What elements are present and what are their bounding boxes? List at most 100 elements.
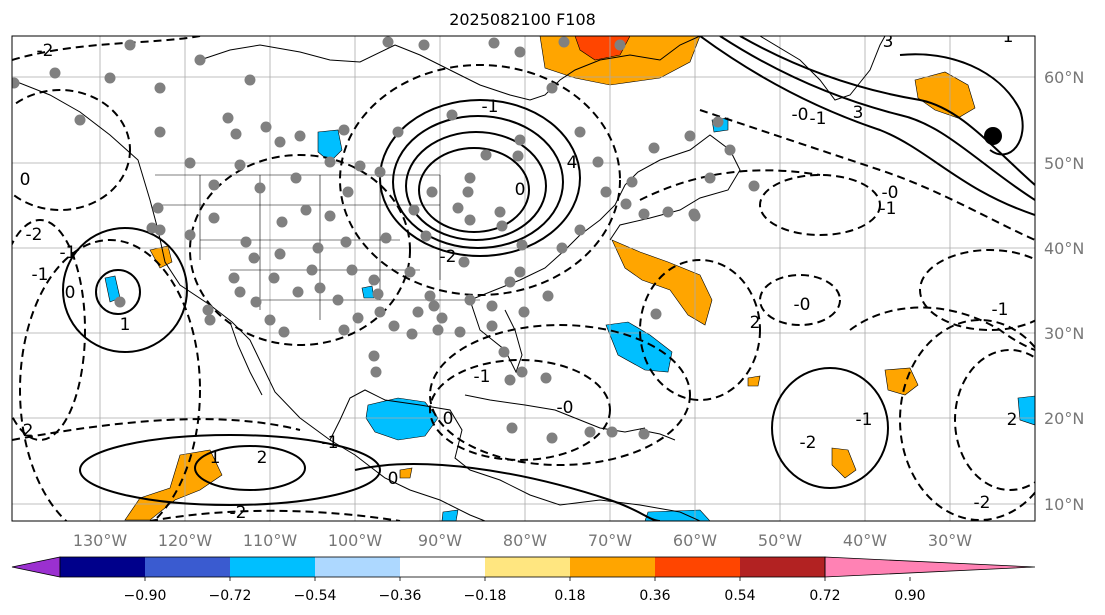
station-marker	[306, 264, 318, 276]
station-marker	[462, 186, 474, 198]
station-marker	[518, 306, 530, 318]
station-marker	[574, 126, 586, 138]
latitude-label: 60°N	[1044, 68, 1084, 87]
station-marker	[274, 248, 286, 260]
station-marker	[268, 272, 280, 284]
station-marker	[504, 374, 516, 386]
colorbar-segment	[740, 557, 825, 577]
station-marker	[638, 208, 650, 220]
station-marker	[464, 172, 476, 184]
station-marker	[748, 180, 760, 192]
station-marker	[512, 150, 524, 162]
station-marker	[452, 202, 464, 214]
station-marker	[204, 314, 216, 326]
station-marker	[432, 324, 444, 336]
station-marker	[540, 372, 552, 384]
station-marker	[486, 320, 498, 332]
station-marker	[250, 296, 262, 308]
contour-label: 2	[1007, 410, 1018, 430]
negative-contours	[12, 36, 1035, 521]
station-marker	[314, 282, 326, 294]
station-marker	[374, 166, 386, 178]
station-marker	[184, 229, 196, 241]
station-marker	[454, 326, 466, 338]
station-marker	[208, 179, 220, 191]
colorbar-segment	[400, 557, 485, 577]
contour-label: -1	[32, 265, 49, 285]
station-marker	[546, 82, 558, 94]
station-marker	[480, 149, 492, 161]
colorbar-tick-label: −0.54	[294, 588, 337, 604]
latitude-label: 20°N	[1044, 409, 1084, 428]
colorbar-segment	[570, 557, 655, 577]
negative-anomaly-region	[365, 397, 439, 441]
station-marker	[278, 326, 290, 338]
station-marker	[592, 156, 604, 168]
station-marker	[542, 290, 554, 302]
station-marker	[506, 422, 518, 434]
colorbar-ticks: −0.90 −0.72 −0.54 −0.36 −0.18 0.18 0.36 0.54 0.7…	[124, 577, 926, 604]
longitude-label: 110°W	[243, 531, 298, 550]
station-marker	[620, 198, 632, 210]
station-marker	[488, 37, 500, 49]
station-marker	[724, 144, 736, 156]
station-marker	[516, 366, 528, 378]
station-marker	[704, 172, 716, 184]
station-marker	[49, 67, 61, 79]
positive-anomaly-region	[399, 467, 413, 479]
station-marker	[202, 304, 214, 316]
contour-label: 2	[257, 448, 268, 468]
contour-label: 0	[65, 283, 76, 303]
station-marker	[496, 220, 508, 232]
longitude-label: 70°W	[588, 531, 632, 550]
negative-anomaly-region	[317, 129, 343, 163]
station-marker	[276, 216, 288, 228]
colorbar-tick-label: −0.36	[379, 588, 422, 604]
station-marker	[436, 312, 448, 324]
station-marker	[264, 314, 276, 326]
station-marker	[368, 350, 380, 362]
longitude-label: 90°W	[418, 531, 462, 550]
station-marker	[404, 266, 416, 278]
station-marker	[546, 432, 558, 444]
station-marker	[124, 39, 136, 51]
contour-label: -1	[880, 199, 897, 219]
station-marker	[338, 124, 350, 136]
contour-label: 1	[1003, 27, 1014, 47]
contour-label: -0	[794, 295, 811, 315]
anomaly-fills	[104, 36, 1035, 521]
positive-anomaly-region	[831, 447, 857, 479]
colorbar-tick-label: −0.90	[124, 588, 167, 604]
contour-label: 2	[750, 313, 761, 333]
station-marker	[332, 294, 344, 306]
contour-label: 0	[388, 469, 399, 489]
contour-label: -1	[322, 433, 339, 453]
latitude-label: 40°N	[1044, 239, 1084, 258]
latitude-labels: 60°N 50°N 40°N 30°N 20°N 10°N	[1044, 68, 1084, 514]
longitude-label: 50°W	[758, 531, 802, 550]
station-marker	[354, 160, 366, 172]
positive-anomaly-region	[884, 367, 919, 396]
colorbar-segment	[60, 557, 145, 577]
contour-label: 4	[567, 153, 578, 173]
colorbar-segment	[315, 557, 400, 577]
contour-label: 3	[853, 103, 864, 123]
colorbar-extend-low	[11, 556, 61, 578]
station-marker	[458, 256, 470, 268]
station-marker	[486, 300, 498, 312]
positive-anomaly-region	[124, 449, 223, 521]
station-marker	[712, 116, 724, 128]
station-marker	[614, 39, 626, 51]
station-marker	[446, 109, 458, 121]
station-marker	[516, 239, 528, 251]
station-marker	[12, 77, 20, 89]
station-marker	[114, 296, 126, 308]
station-marker	[228, 272, 240, 284]
contour-label: 0	[515, 180, 526, 200]
contour-label: 0	[20, 170, 31, 190]
contour-label: -2	[37, 41, 54, 61]
station-marker	[222, 112, 234, 124]
latitude-label: 50°N	[1044, 154, 1084, 173]
contour-label: -1	[992, 300, 1009, 320]
station-marker	[346, 264, 358, 276]
